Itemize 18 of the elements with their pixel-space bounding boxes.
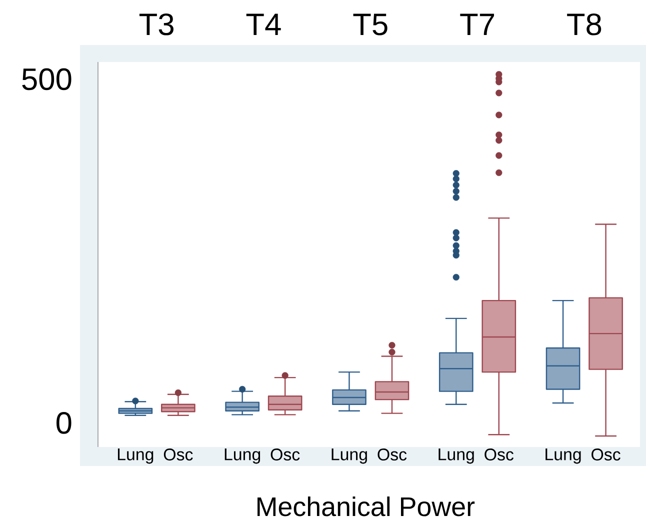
text: Lung <box>546 448 581 464</box>
x-tick-label: T8 <box>567 13 602 36</box>
text: Osc <box>592 448 620 461</box>
y-tick-label: 500 <box>22 68 72 90</box>
text: Lung <box>438 448 474 464</box>
text: Lung <box>118 448 154 464</box>
x-tick-label: T4 <box>246 14 281 36</box>
text: Lung <box>224 448 260 464</box>
x-axis-title: Mechanical Power <box>258 496 475 516</box>
text: Lung <box>332 448 367 464</box>
text: Osc <box>484 448 514 461</box>
text: Osc <box>164 448 193 461</box>
x-tick-label: T7 <box>460 14 494 36</box>
x-tick-label: T3 <box>139 13 174 36</box>
text: Osc <box>270 448 300 461</box>
text: Osc <box>378 448 407 461</box>
x-tick-label: T5 <box>353 14 388 36</box>
y-tick-label: 0 <box>56 412 72 434</box>
